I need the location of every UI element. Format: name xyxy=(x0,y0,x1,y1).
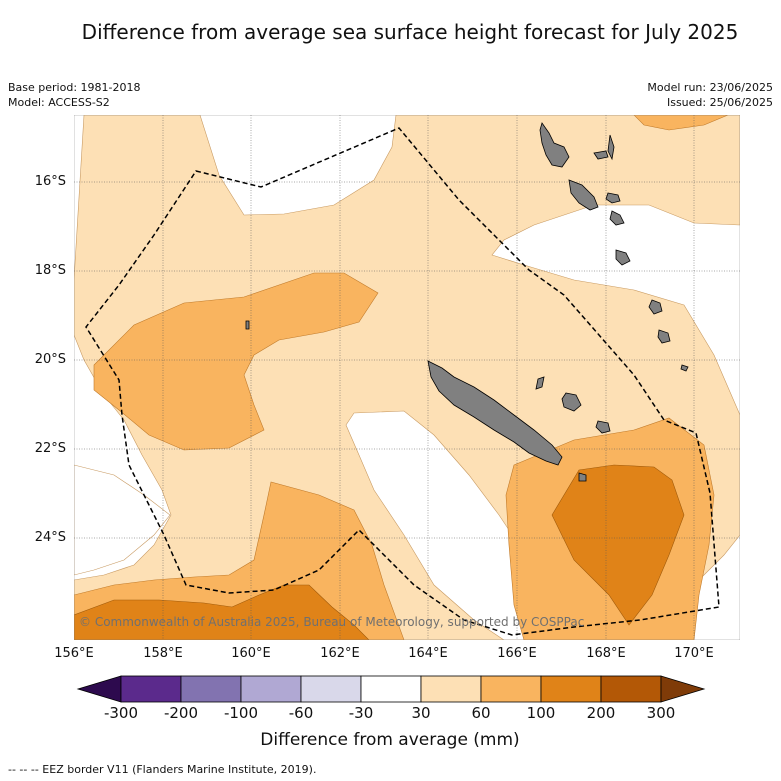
colorbar-segment xyxy=(180,675,242,703)
model-name: Model: ACCESS-S2 xyxy=(8,96,110,109)
island-ambrym xyxy=(593,150,609,160)
land-masses xyxy=(245,122,689,482)
contour-60-100-west xyxy=(93,272,379,451)
colorbar-segment xyxy=(600,675,662,703)
island-mare xyxy=(595,420,611,434)
island-ouvea xyxy=(535,376,545,390)
island-matthew xyxy=(657,329,671,344)
colorbar-extend-high xyxy=(660,675,706,703)
island-espiritu-santo xyxy=(539,122,570,168)
lat-tick: 24°S xyxy=(34,530,66,545)
colorbar-tick-label: -60 xyxy=(288,704,314,722)
meta-left: Base period: 1981-2018 Model: ACCESS-S2 xyxy=(8,80,140,110)
island-isle-of-pines xyxy=(578,472,587,482)
neutral-patch-west xyxy=(74,464,171,576)
colorbar-extend-low xyxy=(76,675,122,703)
island-lifou xyxy=(561,392,582,412)
colorbar-segment xyxy=(540,675,602,703)
island-new-caledonia xyxy=(427,360,563,466)
colorbar-tick-label: -300 xyxy=(103,704,139,722)
lat-tick: 22°S xyxy=(34,441,66,456)
lon-tick: 158°E xyxy=(143,646,183,661)
model-run: Model run: 23/06/2025 xyxy=(647,81,773,94)
islet-walpole xyxy=(680,364,689,372)
island-efate xyxy=(605,192,621,204)
lon-tick: 166°E xyxy=(497,646,537,661)
map-panel xyxy=(74,115,740,640)
island-hunter xyxy=(648,299,663,315)
island-malakula xyxy=(568,179,599,211)
colorbar-tick-label: 100 xyxy=(526,704,556,722)
lat-tick: 16°S xyxy=(34,174,66,189)
island-tanna xyxy=(615,249,631,266)
colorbar-tick-label: 30 xyxy=(411,704,431,722)
lon-tick: 156°E xyxy=(54,646,94,661)
colorbar-segment xyxy=(300,675,362,703)
colorbar-title: Difference from average (mm) xyxy=(260,730,520,750)
map-title: Difference from average sea surface heig… xyxy=(81,20,739,44)
colorbar-tick-label: 300 xyxy=(646,704,676,722)
islet-chesterfield xyxy=(245,320,250,330)
colorbar-tick-label: -30 xyxy=(348,704,374,722)
island-pentecost xyxy=(607,134,615,161)
colorbar-tick-label: -200 xyxy=(163,704,199,722)
eez-border xyxy=(85,127,720,636)
meta-right: Model run: 23/06/2025 Issued: 25/06/2025 xyxy=(647,80,773,110)
lon-tick: 170°E xyxy=(674,646,714,661)
colorbar-segment xyxy=(360,675,422,703)
colorbar xyxy=(76,675,706,703)
issued-date: Issued: 25/06/2025 xyxy=(666,96,773,109)
base-period: Base period: 1981-2018 xyxy=(8,81,141,94)
colorbar-segment xyxy=(120,675,182,703)
lat-tick: 20°S xyxy=(34,352,66,367)
colorbar-segment xyxy=(480,675,542,703)
contour-100-200-south-east xyxy=(551,464,685,626)
colorbar-segment xyxy=(240,675,302,703)
lon-tick: 168°E xyxy=(586,646,626,661)
colorbar-segment xyxy=(420,675,482,703)
colorbar-tick-label: 60 xyxy=(471,704,491,722)
copyright-credit: © Commonwealth of Australia 2025, Bureau… xyxy=(79,615,585,629)
lat-tick: 18°S xyxy=(34,263,66,278)
island-erromango xyxy=(609,210,625,226)
lon-tick: 160°E xyxy=(231,646,271,661)
lon-tick: 164°E xyxy=(408,646,448,661)
colorbar-tick-label: 200 xyxy=(586,704,616,722)
eez-footnote: -- -- -- EEZ border V11 (Flanders Marine… xyxy=(8,763,317,776)
contour-60-100-north-east xyxy=(633,115,729,131)
colorbar-tick-label: -100 xyxy=(223,704,259,722)
lon-tick: 162°E xyxy=(320,646,360,661)
lon-gridlines xyxy=(162,115,695,640)
lat-gridlines xyxy=(74,181,740,539)
